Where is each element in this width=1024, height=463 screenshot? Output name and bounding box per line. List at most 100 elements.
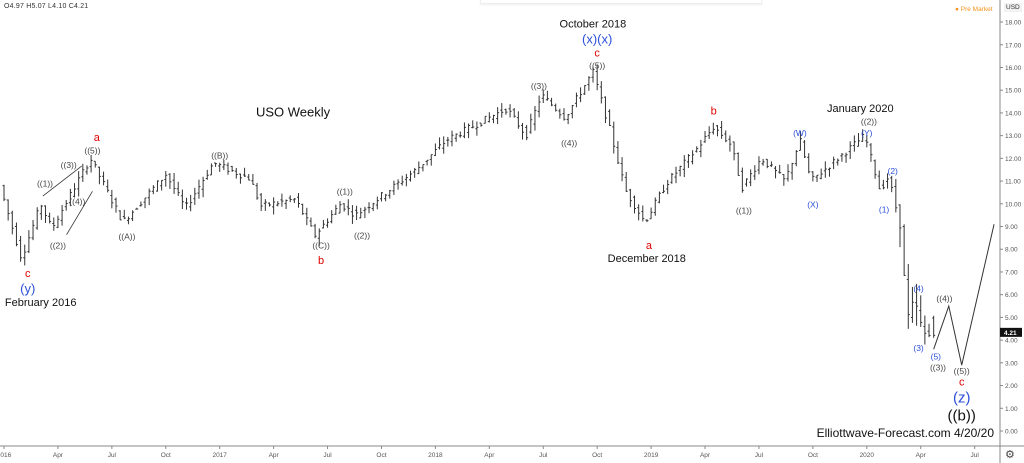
x-tick-label: Apr [916, 452, 927, 459]
ohlc-bar [823, 161, 827, 178]
y-tick-label: 18.00 [1005, 20, 1022, 27]
ohlc-bar [421, 164, 425, 172]
y-tick-label: 10.00 [1005, 201, 1022, 208]
ohlc-bar [732, 141, 736, 161]
ohlc-bar [525, 124, 529, 141]
ohlc-bar [454, 133, 458, 142]
ohlc-bar [180, 189, 184, 209]
ohlc-bar [226, 162, 230, 175]
ohlc-bar [678, 165, 682, 177]
ohlc-bar [807, 153, 811, 174]
wave-label: ((2)) [354, 231, 370, 241]
ohlc-bar [10, 210, 14, 235]
wave-label: ((5)) [954, 366, 970, 376]
ohlc-bar [819, 168, 823, 180]
ohlc-bar [284, 199, 288, 210]
ohlc-bar [550, 97, 554, 107]
ohlc-bar [487, 112, 491, 123]
ohlc-bar [545, 90, 549, 101]
ohlc-bar [827, 167, 831, 177]
ohlc-bar [861, 129, 865, 142]
ohlc-bar [566, 113, 570, 125]
ohlc-bar [591, 66, 595, 83]
gear-icon[interactable]: ⚙ [1005, 449, 1015, 461]
ohlc-bar [442, 136, 446, 154]
currency-label[interactable]: USD [1004, 3, 1022, 12]
ohlc-bar [736, 152, 740, 176]
ohlc-bar [595, 64, 599, 91]
ohlc-bar [633, 195, 637, 214]
ohlc-bar [85, 165, 89, 175]
ohlc-bar [230, 165, 234, 172]
ohlc-bar [483, 115, 487, 124]
ohlc-bar [674, 166, 678, 184]
ohlc-bar [724, 130, 728, 143]
ohlc-bar [715, 125, 719, 137]
y-tick-label: 2.00 [1005, 383, 1018, 390]
ohlc-bar [263, 199, 267, 211]
ohlc-bar [267, 202, 271, 207]
ohlc-bar [500, 103, 504, 118]
ohlc-bar [848, 141, 852, 160]
ohlc-bar [753, 165, 757, 180]
ohlc-bar [238, 173, 242, 184]
ohlc-bar [645, 219, 649, 223]
y-tick-label: 7.00 [1005, 269, 1018, 276]
ohlc-bar [413, 167, 417, 178]
ohlc-bar [728, 135, 732, 152]
ohlc-bar [554, 103, 558, 112]
y-tick-label: 9.00 [1005, 224, 1018, 231]
ohlc-bar [110, 189, 114, 209]
ohlc-bar [388, 189, 392, 199]
wave-label: ((2)) [50, 240, 66, 250]
ohlc-bar [176, 181, 180, 196]
ohlc-bar [396, 179, 400, 190]
ohlc-bar [720, 120, 724, 139]
ohlc-bar [301, 203, 305, 215]
ohlc-bar [118, 210, 122, 221]
ohlc-bar [433, 143, 437, 157]
ohlc-bar-last [932, 315, 936, 338]
ohlc-bar [172, 172, 176, 194]
ohlc-bar [894, 178, 898, 213]
ohlc-bar [865, 134, 869, 148]
ohlc-bar [798, 131, 802, 151]
ohlc-bar [471, 120, 475, 129]
ohlc-bar [458, 131, 462, 138]
ohlc-bar [749, 169, 753, 187]
ohlc-bar [151, 185, 155, 195]
wave-label: c [594, 47, 600, 59]
ohlc-bar [562, 108, 566, 121]
ohlc-bar [330, 210, 334, 224]
ohlc-bar [512, 108, 516, 118]
ohlc-bar [769, 161, 773, 168]
wave-label: January 2020 [827, 103, 894, 115]
ohlc-bar [786, 164, 790, 182]
wave-projection-line [933, 224, 995, 366]
wedge-trendline [66, 191, 93, 235]
ohlc-bar [616, 141, 620, 164]
wave-label: (1) [879, 205, 890, 215]
ohlc-bar [462, 122, 466, 139]
ohlc-bar [508, 104, 512, 118]
wave-label: (y) [20, 281, 35, 296]
wave-label: ((1)) [337, 186, 353, 196]
ohlc-bar [19, 235, 23, 262]
ohlc-bar [898, 204, 902, 248]
ohlc-bar [757, 156, 761, 175]
ohlc-bar [857, 133, 861, 147]
x-tick-label: Apr [484, 452, 495, 459]
ohlc-bar [126, 216, 130, 225]
ohlc-bar [628, 188, 632, 208]
ohlc-bar [251, 174, 255, 185]
last-price-tag [1000, 327, 1022, 337]
wave-label: ((3)) [531, 81, 547, 91]
ohlc-bar [587, 76, 591, 91]
ohlc-bar [297, 193, 301, 208]
ohlc-bar [56, 215, 60, 229]
wave-label: (z) [953, 390, 971, 407]
x-tick-label: Oct [592, 452, 602, 459]
ohlc-bar [317, 228, 321, 247]
ohlc-bar [877, 170, 881, 190]
